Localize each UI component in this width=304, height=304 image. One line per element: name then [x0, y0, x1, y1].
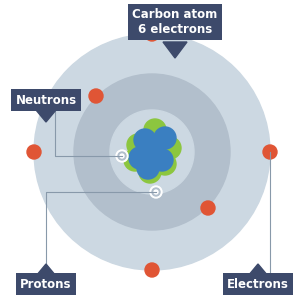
Circle shape — [120, 154, 124, 158]
Circle shape — [27, 145, 41, 159]
Circle shape — [263, 145, 277, 159]
Circle shape — [144, 119, 166, 141]
Circle shape — [89, 89, 103, 103]
Circle shape — [145, 263, 159, 277]
Circle shape — [145, 27, 159, 41]
Circle shape — [154, 127, 176, 149]
Circle shape — [124, 149, 146, 171]
Polygon shape — [163, 42, 187, 58]
Circle shape — [159, 137, 181, 159]
Circle shape — [129, 147, 151, 169]
Circle shape — [127, 134, 149, 156]
Polygon shape — [36, 110, 56, 122]
Polygon shape — [36, 264, 56, 276]
Polygon shape — [248, 264, 268, 276]
Circle shape — [74, 74, 230, 230]
Text: Neutrons: Neutrons — [16, 94, 77, 106]
Circle shape — [110, 110, 194, 194]
Circle shape — [201, 201, 215, 215]
Circle shape — [154, 190, 158, 194]
Circle shape — [141, 141, 163, 163]
Circle shape — [116, 150, 128, 162]
Circle shape — [134, 129, 156, 151]
Circle shape — [151, 149, 173, 171]
Text: Protons: Protons — [20, 278, 72, 291]
Circle shape — [139, 161, 161, 183]
Circle shape — [154, 153, 176, 175]
Text: Carbon atom
6 electrons: Carbon atom 6 electrons — [132, 8, 218, 36]
Text: Electrons: Electrons — [227, 278, 289, 291]
Circle shape — [118, 152, 126, 160]
Circle shape — [152, 188, 160, 196]
Circle shape — [34, 34, 270, 270]
Circle shape — [150, 186, 162, 198]
Circle shape — [137, 157, 159, 179]
